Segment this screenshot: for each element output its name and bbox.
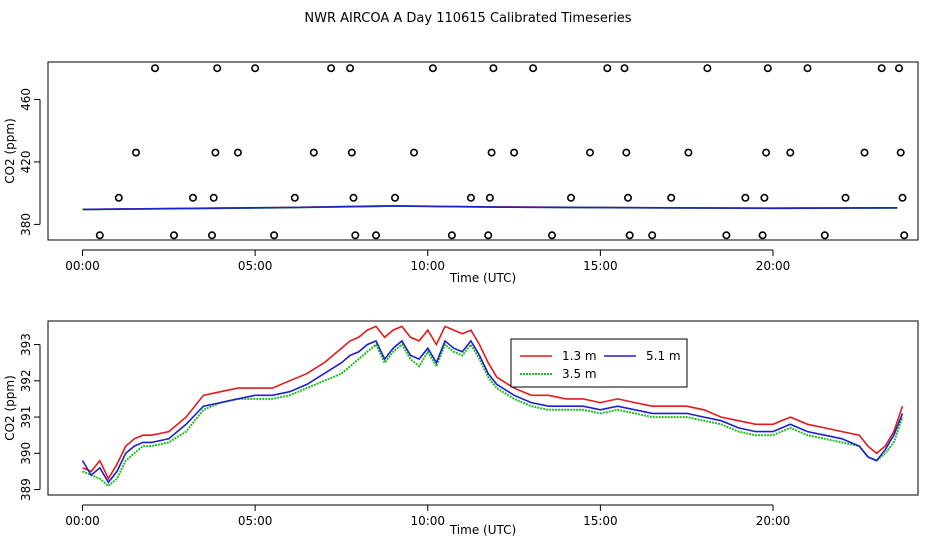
calibration-point	[487, 148, 496, 157]
y-tick-label: 420	[19, 150, 33, 173]
legend-label: 5.1 m	[646, 349, 681, 363]
calibration-point	[251, 64, 260, 73]
plot-frame	[47, 320, 919, 496]
legend-label: 1.3 m	[562, 349, 597, 363]
calibration-point	[447, 231, 456, 240]
calibration-point	[132, 148, 141, 157]
calibration-point	[803, 64, 812, 73]
y-tick-label: 391	[19, 406, 33, 429]
x-axis-label: Time (UTC)	[449, 271, 516, 285]
calibration-point	[722, 231, 731, 240]
legend-box	[510, 338, 688, 388]
calibration-point	[95, 231, 104, 240]
calibration-point	[622, 148, 631, 157]
calibration-point	[114, 193, 123, 202]
x-tick-label: 05:00	[238, 259, 273, 273]
calibration-point	[327, 64, 336, 73]
calibration-point	[484, 231, 493, 240]
x-tick-label: 10:00	[410, 259, 445, 273]
legend: 1.3 m 3.5 m 5.1 m	[510, 338, 688, 388]
calibration-point	[233, 148, 242, 157]
calibration-point	[585, 148, 594, 157]
y-tick-label: 390	[19, 442, 33, 465]
x-tick-label: 15:00	[583, 514, 618, 528]
calibration-point	[603, 64, 612, 73]
calibration-point	[898, 193, 907, 202]
calibration-point	[351, 231, 360, 240]
calibration-point	[896, 148, 905, 157]
calibration-point	[208, 231, 217, 240]
calibration-point	[489, 64, 498, 73]
calibration-point	[213, 64, 222, 73]
calibration-point	[211, 148, 220, 157]
chart-title: NWR AIRCOA A Day 110615 Calibrated Times…	[304, 11, 631, 26]
y-tick-label: 393	[19, 333, 33, 356]
calibration-point	[270, 231, 279, 240]
series-line-51m	[81, 339, 904, 484]
x-tick-label: 10:00	[410, 514, 445, 528]
series-line-35m	[82, 342, 904, 488]
calibration-point	[347, 148, 356, 157]
y-tick-label: 389	[19, 478, 33, 501]
calibration-point	[170, 231, 179, 240]
calibration-point	[209, 193, 218, 202]
plot-frame	[47, 61, 919, 241]
calibration-point	[667, 193, 676, 202]
calibration-point	[151, 64, 160, 73]
calibration-point	[625, 231, 634, 240]
calibration-point	[877, 64, 886, 73]
calibration-point	[648, 231, 657, 240]
calibration-point	[900, 231, 909, 240]
bottom-panel-timeseries: 00:00 05:00 10:00 15:00 20:00 Time (UTC) 389 39…	[3, 320, 919, 537]
x-tick-label: 00:00	[65, 514, 100, 528]
x-tick-label: 05:00	[238, 514, 273, 528]
y-tick-label: 460	[19, 88, 33, 111]
y-axis-label: CO2 (ppm)	[3, 118, 17, 184]
calibration-point	[703, 64, 712, 73]
y-tick-label: 380	[19, 213, 33, 236]
calibration-point	[762, 148, 771, 157]
calibration-point	[529, 64, 538, 73]
calibration-point	[684, 148, 693, 157]
x-tick-label: 00:00	[65, 259, 100, 273]
calibration-point	[860, 148, 869, 157]
y-axis-label: CO2 (ppm)	[3, 375, 17, 441]
calibration-point	[466, 193, 475, 202]
calibration-point	[623, 193, 632, 202]
calibration-point	[786, 148, 795, 157]
calibration-point	[189, 193, 198, 202]
legend-label: 3.5 m	[562, 367, 597, 381]
calibration-point	[390, 193, 399, 202]
series-line-13m	[82, 325, 904, 481]
x-tick-label: 15:00	[583, 259, 618, 273]
calibration-point	[566, 193, 575, 202]
calibration-point	[349, 193, 358, 202]
calibration-point	[346, 64, 355, 73]
calibration-point	[820, 231, 829, 240]
calibration-point	[371, 231, 380, 240]
calibration-point	[758, 231, 767, 240]
x-tick-label: 20:00	[756, 514, 791, 528]
calibration-point	[309, 148, 318, 157]
top-panel-calibration: 00:00 05:00 10:00 15:00 20:00 Time (UTC) 380 42…	[3, 61, 919, 285]
calibration-point	[485, 193, 494, 202]
calibration-point	[428, 64, 437, 73]
calibration-point	[841, 193, 850, 202]
calibration-point	[620, 64, 629, 73]
x-axis-label: Time (UTC)	[449, 523, 516, 537]
calibration-point	[409, 148, 418, 157]
y-tick-label: 392	[19, 369, 33, 392]
series-line-51m	[82, 205, 898, 211]
x-tick-label: 20:00	[756, 259, 791, 273]
calibration-point	[547, 231, 556, 240]
calibration-point	[510, 148, 519, 157]
calibration-point	[290, 193, 299, 202]
calibration-point	[741, 193, 750, 202]
calibration-point	[760, 193, 769, 202]
calibration-point	[763, 64, 772, 73]
calibration-point	[894, 64, 903, 73]
